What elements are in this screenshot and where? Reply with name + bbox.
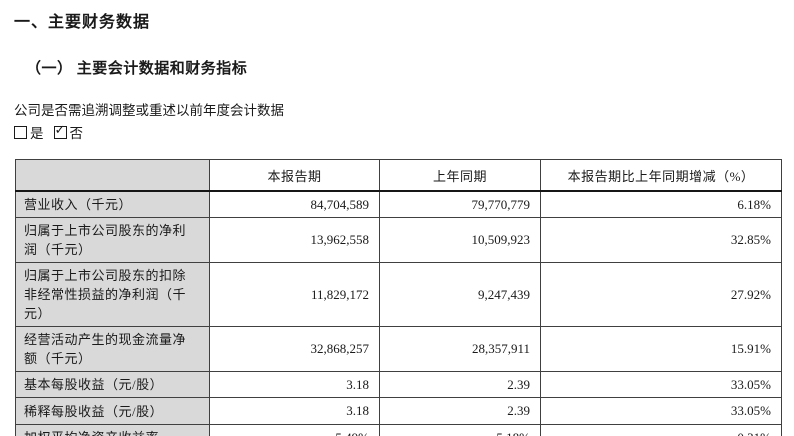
- table-row: 稀释每股收益（元/股） 3.18 2.39 33.05%: [15, 397, 782, 425]
- prior-period-value: 10,509,923: [379, 217, 541, 263]
- checkbox-no-icon: [53, 123, 67, 139]
- checkbox-no: 否: [53, 122, 84, 142]
- restatement-checkboxes: 是 否: [14, 122, 83, 142]
- header-prior-period: 上年同期: [379, 159, 541, 192]
- financial-data-table-wrap: 本报告期 上年同期 本报告期比上年同期增减（%） 营业收入（千元） 84,704…: [15, 159, 782, 436]
- subsection-title: （一） 主要会计数据和财务指标: [26, 61, 248, 77]
- row-label: 加权平均净资产收益率: [15, 424, 210, 436]
- current-period-value: 32,868,257: [209, 326, 380, 372]
- current-period-value: 3.18: [209, 397, 380, 425]
- prior-period-value: 2.39: [379, 371, 541, 398]
- table-row: 归属于上市公司股东的净利润（千元） 13,962,558 10,509,923 …: [15, 217, 782, 263]
- table-header-row: 本报告期 上年同期 本报告期比上年同期增减（%）: [15, 159, 782, 192]
- table-row: 加权平均净资产收益率 5.49% 5.18% 0.31%: [15, 424, 782, 436]
- row-label: 经营活动产生的现金流量净额（千元）: [15, 326, 210, 372]
- header-current-period: 本报告期: [209, 159, 380, 192]
- checkbox-yes-icon: [14, 125, 27, 139]
- table-row: 营业收入（千元） 84,704,589 79,770,779 6.18%: [15, 190, 782, 218]
- financial-data-table: 本报告期 上年同期 本报告期比上年同期增减（%） 营业收入（千元） 84,704…: [15, 159, 782, 436]
- change-value: 33.05%: [540, 397, 782, 425]
- restatement-question: 公司是否需追溯调整或重述以前年度会计数据: [14, 103, 284, 118]
- header-corner-cell: [15, 159, 210, 192]
- current-period-value: 3.18: [209, 371, 380, 398]
- prior-period-value: 28,357,911: [379, 326, 541, 372]
- prior-period-value: 5.18%: [379, 424, 541, 436]
- prior-period-value: 9,247,439: [379, 262, 541, 327]
- current-period-value: 13,962,558: [209, 217, 380, 263]
- change-value: 0.31%: [540, 424, 782, 436]
- header-change-percent: 本报告期比上年同期增减（%）: [540, 159, 782, 192]
- change-value: 33.05%: [540, 371, 782, 398]
- row-label: 营业收入（千元）: [15, 190, 210, 218]
- table-header: 本报告期 上年同期 本报告期比上年同期增减（%）: [15, 159, 782, 192]
- table-body: 营业收入（千元） 84,704,589 79,770,779 6.18% 归属于…: [15, 190, 782, 436]
- row-label: 归属于上市公司股东的净利润（千元）: [15, 217, 210, 263]
- current-period-value: 84,704,589: [209, 190, 380, 218]
- row-label: 归属于上市公司股东的扣除非经常性损益的净利润（千元）: [15, 262, 210, 327]
- checkbox-no-label: 否: [69, 126, 84, 141]
- change-value: 6.18%: [540, 190, 782, 218]
- table-row: 基本每股收益（元/股） 3.18 2.39 33.05%: [15, 371, 782, 398]
- prior-period-value: 79,770,779: [379, 190, 541, 218]
- table-row: 经营活动产生的现金流量净额（千元） 32,868,257 28,357,911 …: [15, 326, 782, 372]
- row-label: 稀释每股收益（元/股）: [15, 397, 210, 425]
- current-period-value: 11,829,172: [209, 262, 380, 327]
- section-title: 一、主要财务数据: [14, 14, 151, 31]
- current-period-value: 5.49%: [209, 424, 380, 436]
- checkbox-yes-label: 是: [30, 126, 44, 141]
- change-value: 15.91%: [540, 326, 782, 372]
- change-value: 32.85%: [540, 217, 782, 263]
- table-row: 归属于上市公司股东的扣除非经常性损益的净利润（千元） 11,829,172 9,…: [15, 262, 782, 327]
- change-value: 27.92%: [540, 262, 782, 327]
- checkbox-yes: 是: [14, 122, 44, 142]
- row-label: 基本每股收益（元/股）: [15, 371, 210, 398]
- prior-period-value: 2.39: [379, 397, 541, 425]
